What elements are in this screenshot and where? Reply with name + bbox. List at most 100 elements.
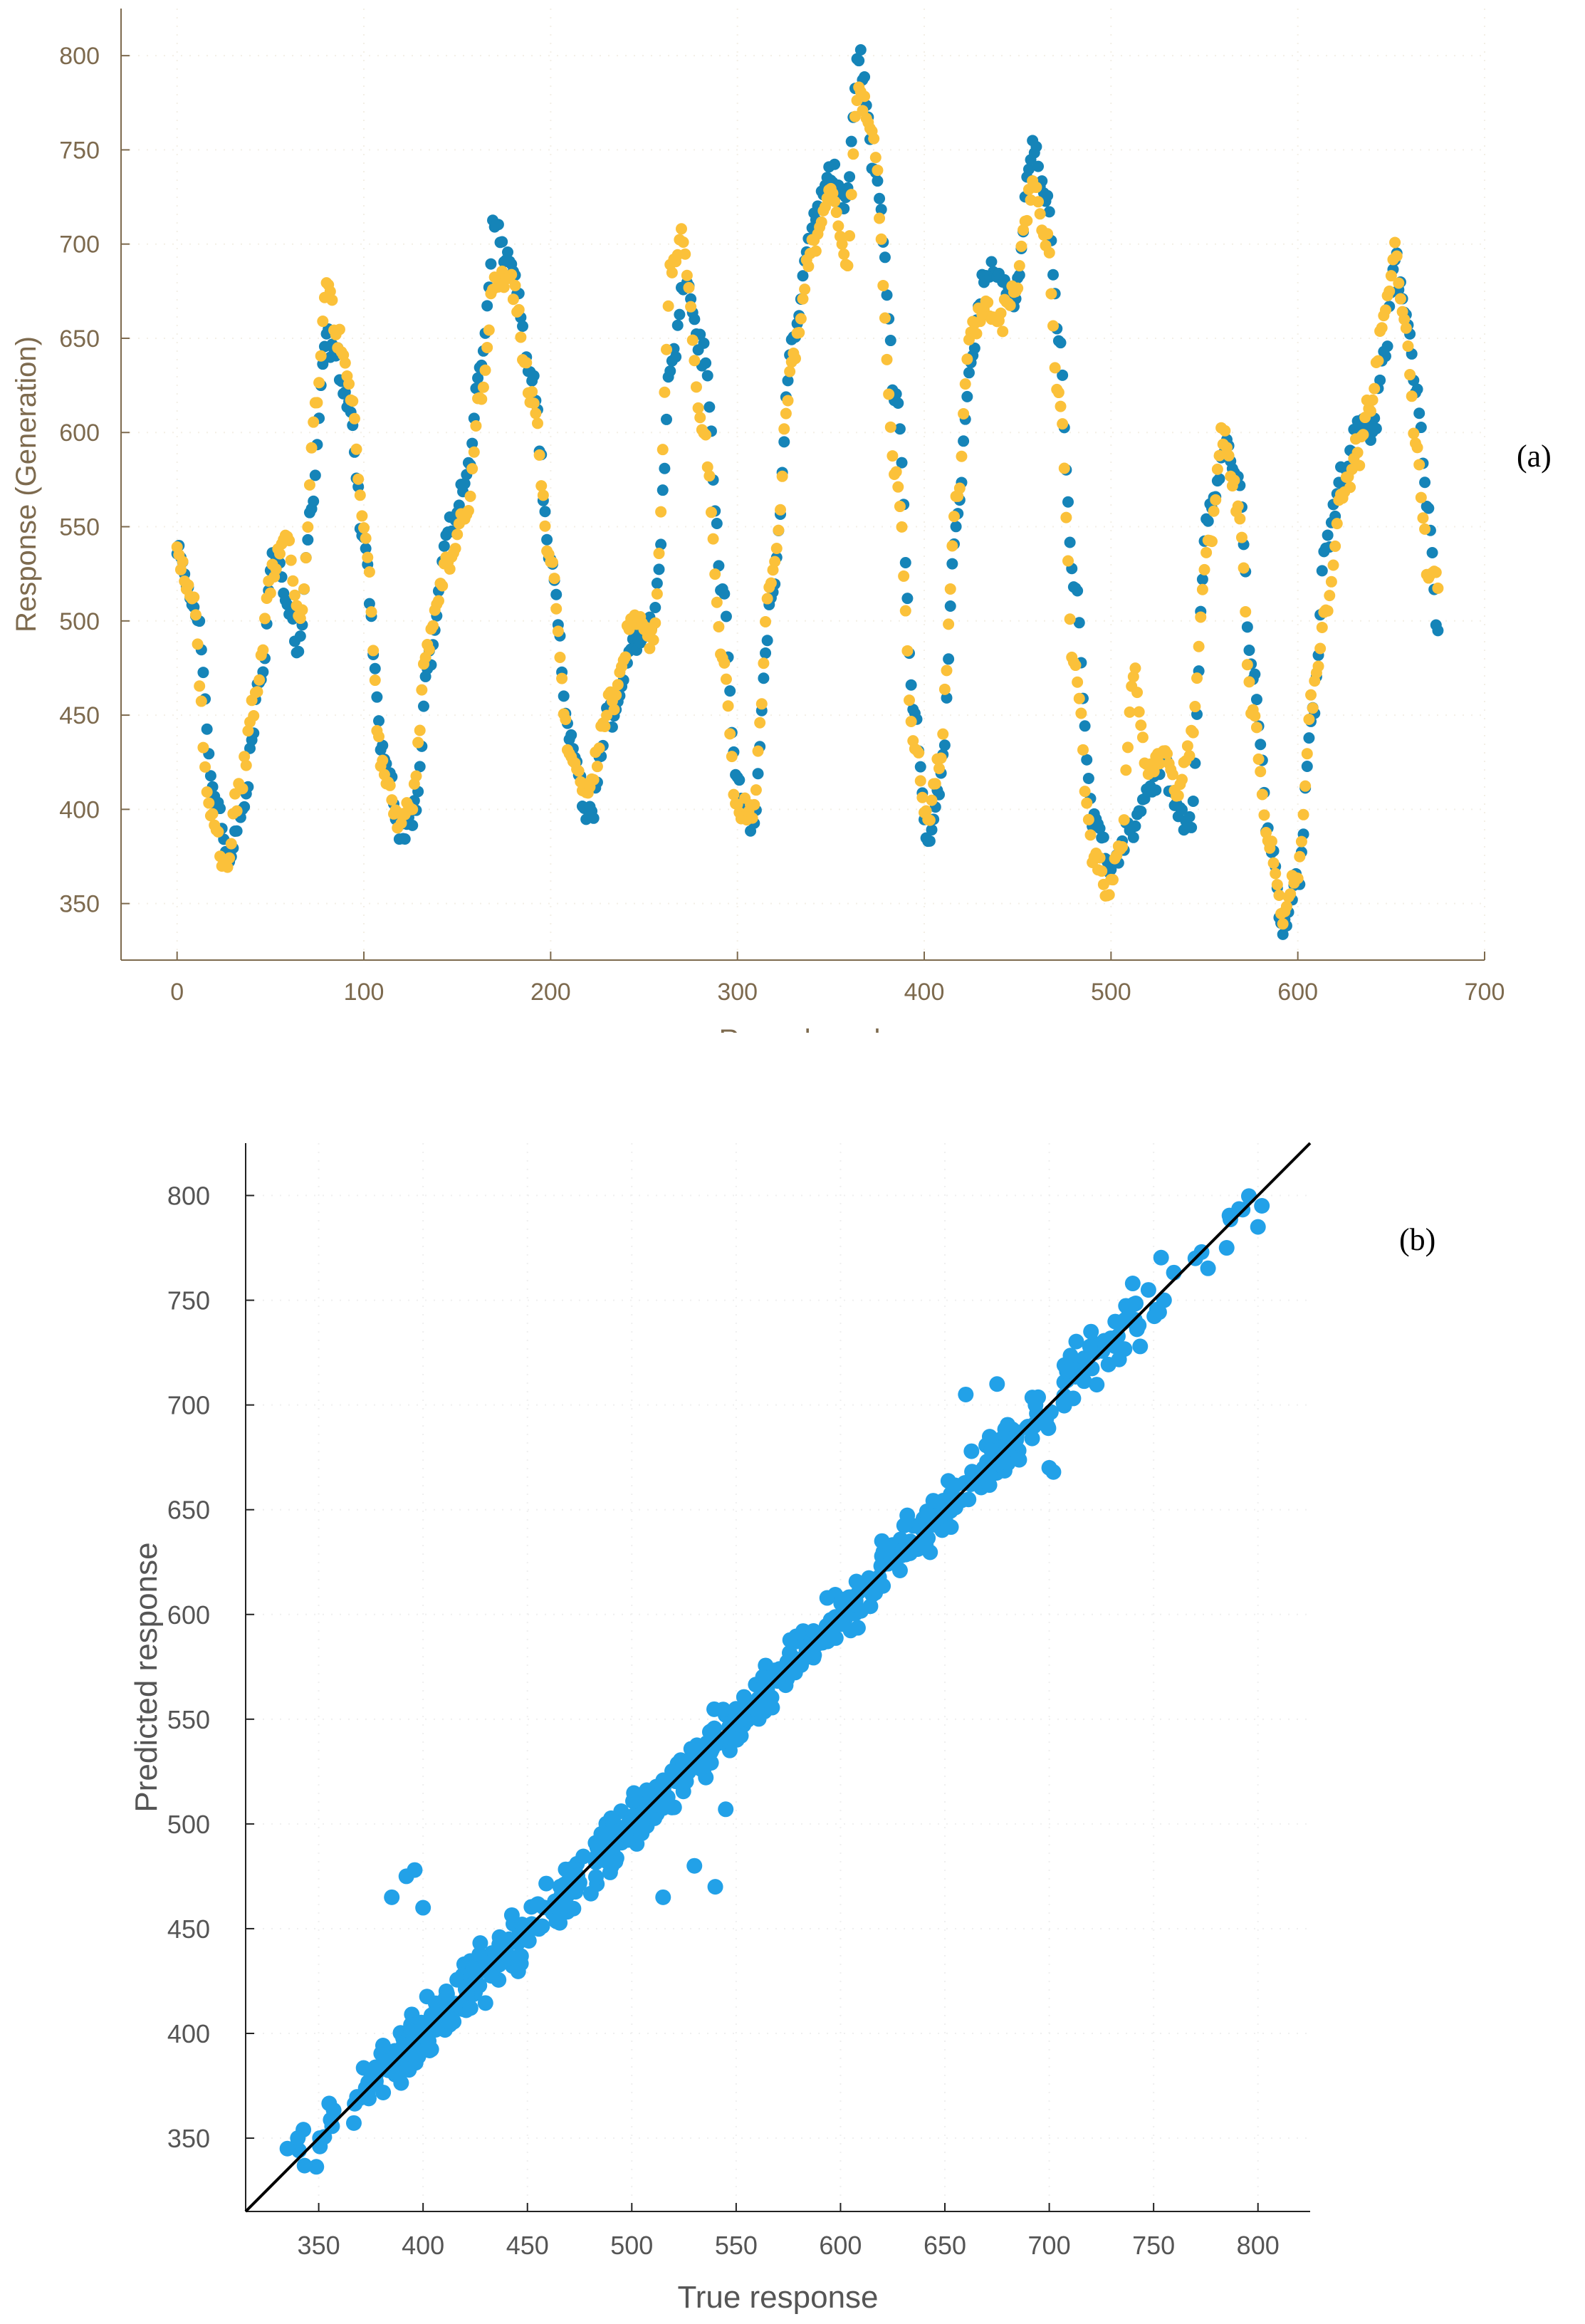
- y-tick-label-a: 650: [59, 325, 100, 353]
- scatter-point: [921, 1509, 938, 1526]
- scatter-point: [610, 1828, 626, 1845]
- scatter-point: [420, 2034, 436, 2051]
- point-a-pred: [1297, 808, 1309, 820]
- scatter-point: [935, 1492, 951, 1508]
- scatter-point: [395, 2030, 412, 2046]
- point-a-pred: [1200, 546, 1213, 558]
- point-a-true: [844, 171, 856, 183]
- scatter-point: [602, 1864, 618, 1880]
- scatter-point: [499, 1951, 516, 1967]
- scatter-point: [818, 1617, 835, 1634]
- point-a-true: [1032, 160, 1045, 172]
- point-a-pred: [760, 615, 772, 627]
- scatter-point: [706, 1701, 723, 1717]
- scatter-point: [312, 2138, 328, 2154]
- scatter-point: [1004, 1421, 1020, 1437]
- point-a-pred: [1432, 582, 1444, 594]
- scatter-point: [899, 1507, 916, 1523]
- point-a-pred: [1181, 740, 1193, 752]
- scatter-point: [875, 1543, 891, 1560]
- scatter-point: [613, 1803, 629, 1820]
- scatter-point: [908, 1536, 924, 1552]
- point-a-pred: [287, 575, 299, 587]
- scatter-point: [434, 2020, 451, 2036]
- point-a-pred: [886, 450, 899, 462]
- scatter-point: [889, 1550, 905, 1566]
- scatter-point: [655, 1772, 671, 1788]
- scatter-point: [921, 1507, 938, 1523]
- scatter-point: [983, 1442, 1000, 1459]
- scatter-point: [800, 1634, 816, 1650]
- point-a-pred: [784, 365, 796, 377]
- point-a-true: [853, 55, 865, 67]
- scatter-point: [833, 1595, 849, 1612]
- point-a-pred: [1060, 511, 1072, 523]
- point-a-true: [1303, 732, 1315, 744]
- point-a-true: [733, 774, 746, 786]
- point-a-pred: [416, 684, 428, 696]
- y-tick-label-b: 350: [167, 2124, 210, 2153]
- scatter-point: [928, 1517, 944, 1533]
- y-tick-label-a: 550: [59, 514, 100, 541]
- point-a-true: [943, 653, 955, 665]
- scatter-point: [1019, 1419, 1035, 1436]
- point-a-true: [941, 692, 953, 704]
- point-a-pred: [587, 773, 600, 786]
- point-a-pred: [528, 397, 540, 410]
- scatter-point: [733, 1728, 749, 1744]
- scatter-point: [510, 1949, 526, 1965]
- scatter-point: [392, 2065, 409, 2081]
- scatter-point: [422, 2017, 438, 2033]
- point-a-pred: [874, 212, 886, 224]
- point-a-pred: [982, 296, 994, 308]
- scatter-point: [978, 1437, 995, 1454]
- point-a-pred: [1135, 719, 1147, 731]
- scatter-point: [943, 1503, 959, 1519]
- point-a-true: [373, 715, 385, 727]
- scatter-point: [802, 1638, 819, 1655]
- point-a-pred: [1252, 753, 1265, 765]
- point-a-pred: [971, 328, 983, 340]
- scatter-point: [407, 2034, 424, 2051]
- point-a-true: [1374, 374, 1386, 386]
- point-a-pred: [709, 568, 721, 580]
- point-a-true: [1073, 617, 1085, 629]
- point-a-pred: [550, 603, 563, 615]
- point-a-pred: [305, 442, 318, 454]
- scatter-point: [992, 1437, 1008, 1453]
- scatter-point: [1086, 1335, 1102, 1352]
- point-a-pred: [384, 779, 396, 791]
- scatter-point: [675, 1757, 691, 1773]
- point-a-true: [541, 533, 553, 546]
- point-a-pred: [750, 784, 762, 796]
- point-a-true: [492, 219, 504, 231]
- y-tick-label-b: 700: [167, 1391, 210, 1420]
- point-a-pred: [1329, 540, 1341, 552]
- point-a-pred: [479, 364, 491, 376]
- point-a-pred: [552, 625, 564, 637]
- scatter-point: [766, 1662, 783, 1679]
- scatter-point: [619, 1818, 636, 1835]
- point-a-pred: [872, 165, 884, 177]
- scatter-point: [748, 1677, 764, 1693]
- scatter-point: [891, 1539, 908, 1556]
- scatter-point: [399, 2060, 415, 2077]
- point-a-true: [496, 236, 508, 248]
- scatter-point: [806, 1647, 822, 1663]
- scatter-point: [414, 2042, 431, 2058]
- point-a-true: [308, 495, 320, 507]
- scatter-point: [784, 1649, 800, 1665]
- point-a-pred: [1052, 387, 1064, 399]
- scatter-point: [939, 1501, 956, 1518]
- point-a-pred: [844, 230, 856, 242]
- scatter-point: [456, 1956, 472, 1972]
- point-a-pred: [711, 596, 723, 608]
- scatter-point: [441, 2002, 458, 2018]
- y-tick-label-b: 550: [167, 1705, 210, 1734]
- point-a-true: [1135, 806, 1147, 818]
- point-a-pred: [901, 645, 914, 657]
- point-a-pred: [1402, 340, 1414, 352]
- point-a-pred: [354, 489, 366, 501]
- point-a-true: [459, 477, 471, 489]
- scatter-point: [1118, 1298, 1134, 1314]
